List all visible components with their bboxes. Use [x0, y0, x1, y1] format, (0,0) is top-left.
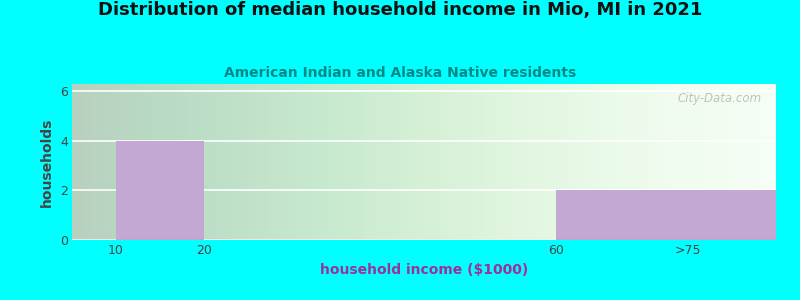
Bar	[116, 141, 204, 240]
Bar	[556, 190, 776, 240]
X-axis label: household income ($1000): household income ($1000)	[320, 263, 528, 277]
Text: American Indian and Alaska Native residents: American Indian and Alaska Native reside…	[224, 66, 576, 80]
Text: City-Data.com: City-Data.com	[678, 92, 762, 105]
Text: Distribution of median household income in Mio, MI in 2021: Distribution of median household income …	[98, 2, 702, 20]
Y-axis label: households: households	[40, 117, 54, 207]
